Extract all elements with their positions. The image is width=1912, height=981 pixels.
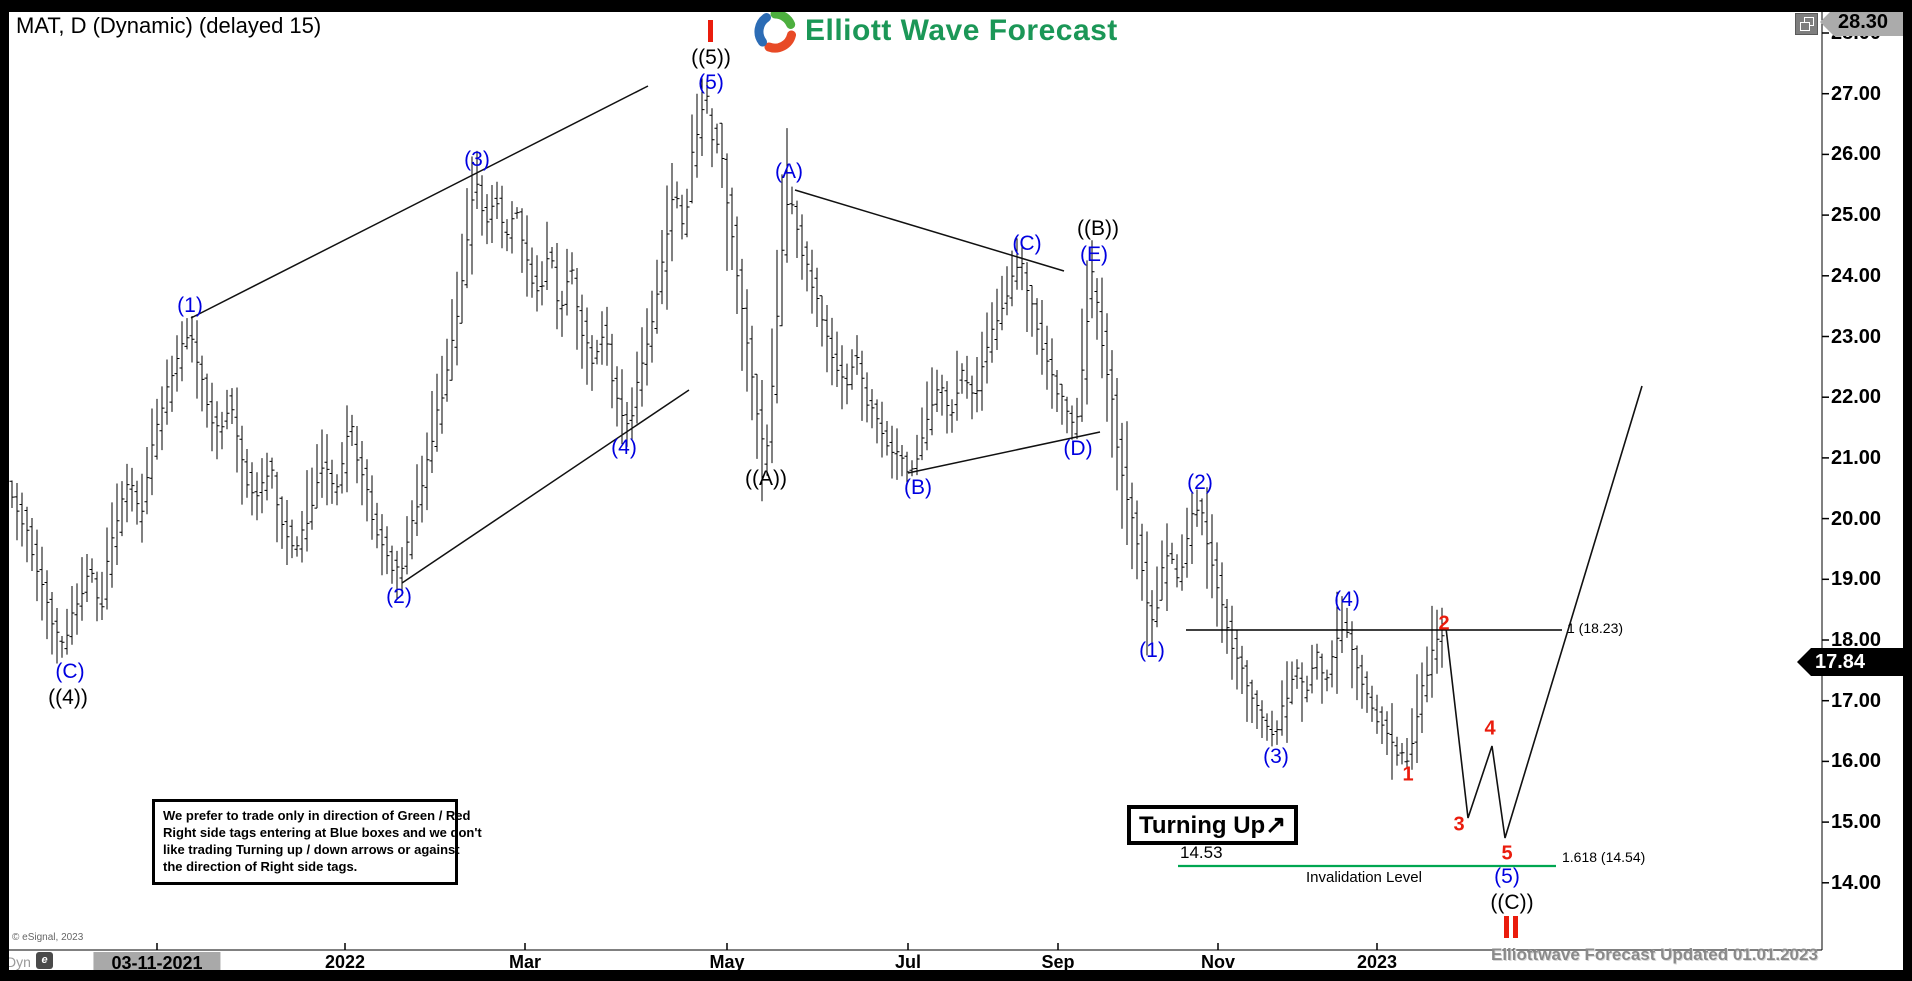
fib-extension-label: 1.618 (14.54) bbox=[1562, 849, 1646, 865]
wave-label: (2) bbox=[1187, 471, 1213, 494]
wave-label: 3 bbox=[1453, 813, 1465, 836]
y-axis-label: 16.00 bbox=[1831, 750, 1882, 773]
window-border-top bbox=[0, 0, 1912, 12]
wave-label: ((4)) bbox=[48, 686, 88, 709]
last-price-tag: 17.84 bbox=[1797, 648, 1912, 676]
wave-degree-mark-I bbox=[707, 20, 713, 42]
wave-label: (3) bbox=[464, 148, 490, 171]
wave-label: (1) bbox=[1139, 639, 1165, 662]
session-high-price-tag: 28.30 bbox=[1820, 8, 1912, 36]
wave-label: 2 bbox=[1438, 612, 1450, 635]
wave-label: (1) bbox=[177, 294, 203, 317]
forecast-watermark: Elliottwave Forecast Updated 01.01.2023 bbox=[1491, 945, 1818, 964]
wave-label: (2) bbox=[386, 585, 412, 608]
brand-name: Elliott Wave Forecast bbox=[805, 14, 1118, 47]
y-axis-label: 18.00 bbox=[1831, 629, 1882, 651]
x-axis-label: Nov bbox=[1200, 952, 1236, 972]
wave-label: (5) bbox=[698, 71, 724, 94]
y-axis-label: 27.00 bbox=[1831, 82, 1882, 105]
wave-label: ((C)) bbox=[1490, 891, 1534, 914]
wave-label: 1 bbox=[1402, 763, 1414, 786]
y-axis-label: 17.00 bbox=[1831, 689, 1882, 712]
wave-label: (A) bbox=[775, 160, 803, 183]
invalidation-level-label: Invalidation Level bbox=[1306, 869, 1422, 886]
trendline-channel-lower-2-4 bbox=[401, 389, 690, 584]
wave-label: (4) bbox=[1334, 588, 1360, 611]
wave-label: (4) bbox=[611, 436, 637, 459]
invalidation-price: 14.53 bbox=[1180, 843, 1223, 862]
wave-label: (E) bbox=[1080, 243, 1108, 266]
forecast-projection-line bbox=[1445, 385, 1643, 839]
trendline-channel-upper-1-3 bbox=[190, 85, 649, 319]
wave-label: (C) bbox=[55, 660, 85, 683]
y-axis-label: 22.00 bbox=[1831, 386, 1882, 409]
wave-label: (5) bbox=[1494, 865, 1520, 888]
wave-label: ((5)) bbox=[691, 46, 731, 69]
x-axis-label: May bbox=[709, 952, 745, 972]
note-line: We prefer to trade only in direction of … bbox=[163, 808, 471, 823]
y-axis-label: 20.00 bbox=[1831, 507, 1882, 530]
esignal-copyright: © eSignal, 2023 bbox=[12, 932, 84, 943]
x-axis-label: 2022 bbox=[324, 952, 366, 972]
wave-label: (B) bbox=[904, 476, 932, 499]
wave-label: ((A)) bbox=[745, 467, 787, 490]
y-axis-label: 23.00 bbox=[1831, 325, 1882, 348]
price-bar-series bbox=[9, 78, 1445, 780]
y-axis-label: 21.00 bbox=[1831, 446, 1882, 469]
wave-label: 5 bbox=[1501, 842, 1513, 865]
dyn-mode-label: Dyn bbox=[6, 954, 31, 970]
esignal-badge-icon[interactable]: e bbox=[36, 952, 53, 969]
x-axis-label: 03-11-2021 bbox=[93, 952, 221, 975]
x-axis-label: Mar bbox=[508, 952, 542, 972]
y-axis-label: 15.00 bbox=[1831, 811, 1882, 834]
wave-label: (C) bbox=[1012, 232, 1042, 255]
window-border-right bbox=[1903, 0, 1912, 981]
wave-degree-mark-II bbox=[1513, 916, 1518, 938]
note-line: Right side tags entering at Blue boxes a… bbox=[163, 824, 482, 840]
trading-note-box: We prefer to trade only in direction of … bbox=[152, 799, 482, 885]
wave-label: (D) bbox=[1063, 437, 1093, 460]
symbol-title: MAT, D (Dynamic) (delayed 15) bbox=[16, 13, 322, 38]
x-axis-label: 2023 bbox=[1356, 952, 1398, 972]
y-axis-label: 19.00 bbox=[1831, 568, 1882, 591]
y-axis-label: 25.00 bbox=[1831, 204, 1882, 227]
x-axis-label: Jul bbox=[894, 952, 922, 972]
window-border-bottom bbox=[0, 970, 1912, 981]
wave-label: ((B)) bbox=[1077, 217, 1119, 240]
window-restore-icon[interactable] bbox=[1795, 13, 1818, 35]
y-axis-label: 24.00 bbox=[1831, 264, 1882, 287]
y-axis-label: 14.00 bbox=[1831, 871, 1882, 894]
y-axis-label: 26.00 bbox=[1831, 143, 1882, 166]
wave-label: (3) bbox=[1263, 745, 1289, 768]
trendline-triangle-lower-B-D bbox=[907, 431, 1101, 474]
brand-swirl-icon bbox=[754, 9, 796, 53]
turning-up-signal-box: Turning Up↗ bbox=[1127, 805, 1299, 845]
wave-label: 4 bbox=[1484, 717, 1496, 740]
note-line: the direction of Right side tags. bbox=[163, 858, 358, 874]
wave-degree-mark-II bbox=[1504, 916, 1509, 938]
restore-icon-front-square bbox=[1800, 22, 1810, 31]
northeast-arrow-icon: ↗ bbox=[1265, 811, 1287, 839]
x-axis-label: Sep bbox=[1041, 952, 1075, 972]
window-border-left bbox=[0, 0, 9, 981]
brand-logo: Elliott Wave Forecast bbox=[753, 9, 1118, 53]
signal-label: Turning Up bbox=[1139, 812, 1266, 839]
wave1-level-label: 1 (18.23) bbox=[1567, 620, 1624, 636]
trendline-triangle-upper-A-C bbox=[794, 189, 1065, 272]
note-line: like trading Turning up / down arrows or… bbox=[163, 841, 460, 857]
